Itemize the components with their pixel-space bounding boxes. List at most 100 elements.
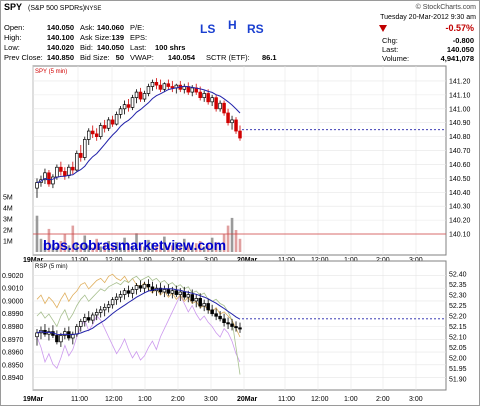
volume-bar bbox=[171, 245, 174, 252]
volume-bar bbox=[127, 244, 130, 252]
volume-y-ticks: 5M 4M 3M 2M 1M bbox=[3, 195, 13, 246]
price-candle bbox=[63, 171, 67, 176]
ratio-candle bbox=[186, 294, 191, 298]
sctr-label: SCTR (ETF): bbox=[206, 53, 250, 62]
price-candle bbox=[218, 102, 222, 110]
ratio-candle bbox=[134, 285, 139, 290]
price-candle bbox=[190, 87, 194, 93]
price-candle bbox=[202, 93, 206, 99]
price-y-tick: 141.20 bbox=[449, 78, 471, 85]
low-label: Low: bbox=[4, 43, 20, 52]
open-label: Open: bbox=[4, 23, 24, 32]
volume-bar bbox=[159, 244, 162, 252]
ask-value: 140.060 bbox=[97, 23, 124, 32]
volume-bar bbox=[226, 225, 230, 252]
ratio-candle bbox=[59, 335, 63, 343]
price-candle bbox=[43, 172, 47, 181]
ratio-left-tick: 0.9000 bbox=[2, 298, 24, 305]
price-candle bbox=[122, 104, 127, 110]
ratio-x-tick: 11:00 bbox=[71, 396, 88, 403]
volume-bar bbox=[123, 237, 126, 252]
volume-bar bbox=[194, 243, 198, 252]
exchange-label: NYSE bbox=[85, 6, 101, 12]
ratio-candle bbox=[138, 285, 143, 289]
prev-close-label: Prev Close: bbox=[4, 53, 43, 62]
date-label: Tuesday 20-Mar-2012 9:30 am bbox=[380, 14, 476, 21]
price-candle bbox=[166, 83, 171, 87]
volume-bar bbox=[202, 246, 206, 252]
volume-bar bbox=[155, 245, 158, 252]
volume-y-tick: 1M bbox=[3, 239, 13, 246]
ratio-candle bbox=[170, 290, 175, 294]
ratio-left-tick: 0.9010 bbox=[2, 286, 24, 293]
price-candle bbox=[134, 91, 139, 99]
volume-bar bbox=[210, 237, 214, 252]
ratio-right-tick: 52.10 bbox=[449, 334, 467, 341]
price-candle bbox=[110, 119, 115, 125]
ratio-candle bbox=[126, 290, 131, 294]
ratio-candle bbox=[106, 304, 111, 308]
vwap-label: VWAP: bbox=[130, 53, 154, 62]
change-percent: -0.57% bbox=[445, 23, 474, 33]
ratio-candle bbox=[206, 303, 210, 311]
volume-bar bbox=[222, 234, 226, 252]
price-candle bbox=[210, 97, 214, 103]
price-candle bbox=[222, 102, 226, 114]
spy-line bbox=[36, 273, 241, 338]
eps-label: EPS: bbox=[130, 33, 147, 42]
volume-bar bbox=[39, 238, 43, 252]
down-arrow-icon bbox=[379, 25, 387, 32]
last-shares-value: 100 shrs bbox=[155, 43, 185, 52]
ratio-line bbox=[36, 294, 241, 370]
volume-bar bbox=[79, 244, 83, 252]
ratio-left-tick: 0.9020 bbox=[2, 273, 24, 280]
volume-y-tick: 4M bbox=[3, 206, 13, 213]
volume-bar bbox=[63, 234, 67, 252]
ask-label: Ask: bbox=[80, 23, 95, 32]
change-label: Chg: bbox=[382, 36, 398, 45]
price-candle bbox=[55, 166, 59, 178]
volume-bar bbox=[99, 246, 102, 252]
price-candle bbox=[238, 130, 242, 139]
price-candle bbox=[79, 152, 83, 158]
vwap-value: 140.054 bbox=[168, 53, 196, 62]
price-candle bbox=[230, 119, 234, 124]
bid-size-label: Bid Size: bbox=[80, 53, 110, 62]
volume-bar bbox=[91, 247, 95, 252]
ratio-candle bbox=[158, 287, 163, 293]
ratio-candle bbox=[230, 323, 234, 327]
ratio-right-tick: 52.15 bbox=[449, 324, 467, 331]
ratio-candle bbox=[174, 290, 179, 295]
price-y-ticks: 141.20 141.10 141.00 140.90 140.80 140.70 140.… bbox=[449, 78, 471, 238]
ratio-candle bbox=[218, 315, 222, 320]
pe-label: P/E: bbox=[130, 23, 144, 32]
price-y-tick: 140.20 bbox=[449, 218, 471, 225]
price-y-tick: 140.90 bbox=[449, 120, 471, 127]
volume-bar bbox=[182, 238, 186, 252]
ratio-x-tick: 20Mar bbox=[237, 396, 258, 403]
ratio-candle bbox=[79, 321, 83, 327]
volume-bar bbox=[107, 241, 110, 252]
price-y-tick: 140.40 bbox=[449, 190, 471, 197]
last2-value: 140.050 bbox=[447, 45, 474, 54]
ratio-right-ticks: 52.40 52.35 52.30 52.25 52.20 52.15 52.10 52.05… bbox=[449, 272, 467, 384]
ratio-left-tick: 0.8970 bbox=[2, 337, 24, 344]
volume-bar bbox=[214, 242, 218, 252]
price-y-tick: 140.60 bbox=[449, 162, 471, 169]
price-candle bbox=[226, 112, 230, 124]
volume-bar bbox=[51, 244, 55, 252]
price-panel-title: SPY (5 min) bbox=[35, 69, 67, 75]
price-candle bbox=[90, 130, 95, 135]
ask-size-value: 139 bbox=[111, 33, 124, 42]
price-candle bbox=[71, 166, 75, 171]
ratio-candle bbox=[202, 303, 206, 307]
ratio-candle bbox=[178, 291, 183, 295]
ask-size-label: Ask Size: bbox=[80, 33, 111, 42]
volume-bar bbox=[71, 225, 75, 252]
price-candle bbox=[182, 86, 187, 90]
volume-bar bbox=[234, 230, 238, 252]
watermark: © StockCharts.com bbox=[416, 3, 477, 11]
price-grid bbox=[32, 66, 446, 255]
ratio-candle bbox=[210, 309, 214, 315]
watermark-link[interactable]: bbs.cobrasmarketview.com bbox=[43, 237, 226, 253]
